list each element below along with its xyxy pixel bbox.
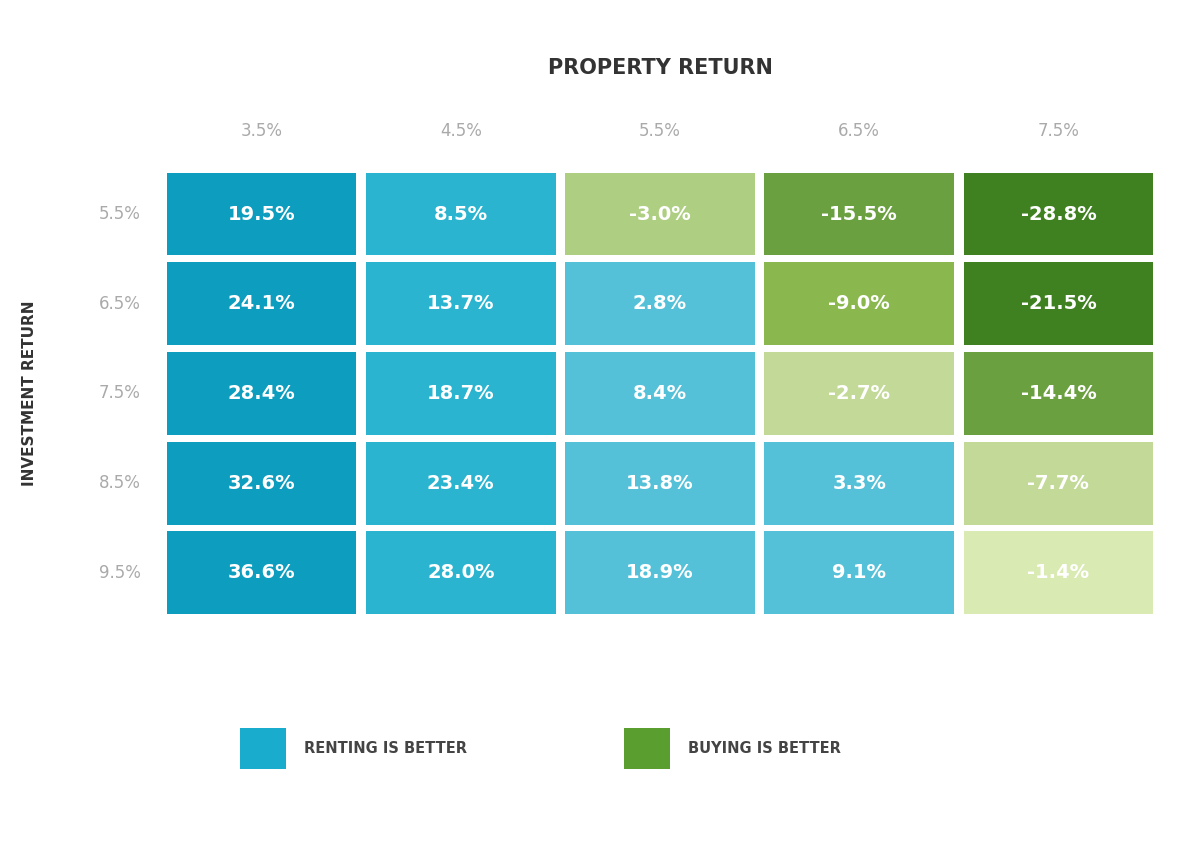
- Text: -9.0%: -9.0%: [828, 294, 890, 313]
- Text: -2.7%: -2.7%: [828, 384, 890, 403]
- Text: 13.7%: 13.7%: [427, 294, 494, 313]
- Text: PROPERTY RETURN: PROPERTY RETURN: [547, 58, 773, 78]
- Text: 36.6%: 36.6%: [228, 563, 295, 582]
- Text: 9.5%: 9.5%: [98, 563, 140, 582]
- Text: 32.6%: 32.6%: [228, 474, 295, 492]
- Text: RENTING IS BETTER: RENTING IS BETTER: [304, 741, 467, 756]
- Text: 6.5%: 6.5%: [839, 122, 880, 140]
- Text: BUYING IS BETTER: BUYING IS BETTER: [688, 741, 840, 756]
- Text: 19.5%: 19.5%: [228, 205, 295, 223]
- Text: 8.5%: 8.5%: [98, 474, 140, 492]
- Text: 23.4%: 23.4%: [427, 474, 494, 492]
- Text: 5.5%: 5.5%: [98, 205, 140, 223]
- Text: -21.5%: -21.5%: [1020, 294, 1097, 313]
- Text: -14.4%: -14.4%: [1020, 384, 1097, 403]
- Text: 24.1%: 24.1%: [228, 294, 295, 313]
- Text: 28.0%: 28.0%: [427, 563, 494, 582]
- Text: -3.0%: -3.0%: [629, 205, 691, 223]
- Text: 9.1%: 9.1%: [833, 563, 886, 582]
- Text: 28.4%: 28.4%: [228, 384, 295, 403]
- Text: 8.4%: 8.4%: [632, 384, 688, 403]
- Text: -7.7%: -7.7%: [1027, 474, 1090, 492]
- Text: 5.5%: 5.5%: [640, 122, 680, 140]
- Text: 3.3%: 3.3%: [833, 474, 886, 492]
- Text: 7.5%: 7.5%: [1038, 122, 1079, 140]
- Text: 18.7%: 18.7%: [427, 384, 494, 403]
- Text: 4.5%: 4.5%: [440, 122, 481, 140]
- Text: 6.5%: 6.5%: [98, 294, 140, 313]
- Text: INVESTMENT RETURN: INVESTMENT RETURN: [23, 300, 37, 486]
- Text: -28.8%: -28.8%: [1020, 205, 1097, 223]
- Text: 8.5%: 8.5%: [433, 205, 488, 223]
- Text: 7.5%: 7.5%: [98, 384, 140, 403]
- Text: -1.4%: -1.4%: [1027, 563, 1090, 582]
- Text: 2.8%: 2.8%: [632, 294, 688, 313]
- Text: 13.8%: 13.8%: [626, 474, 694, 492]
- Text: 18.9%: 18.9%: [626, 563, 694, 582]
- Text: -15.5%: -15.5%: [821, 205, 898, 223]
- Text: 3.5%: 3.5%: [241, 122, 283, 140]
